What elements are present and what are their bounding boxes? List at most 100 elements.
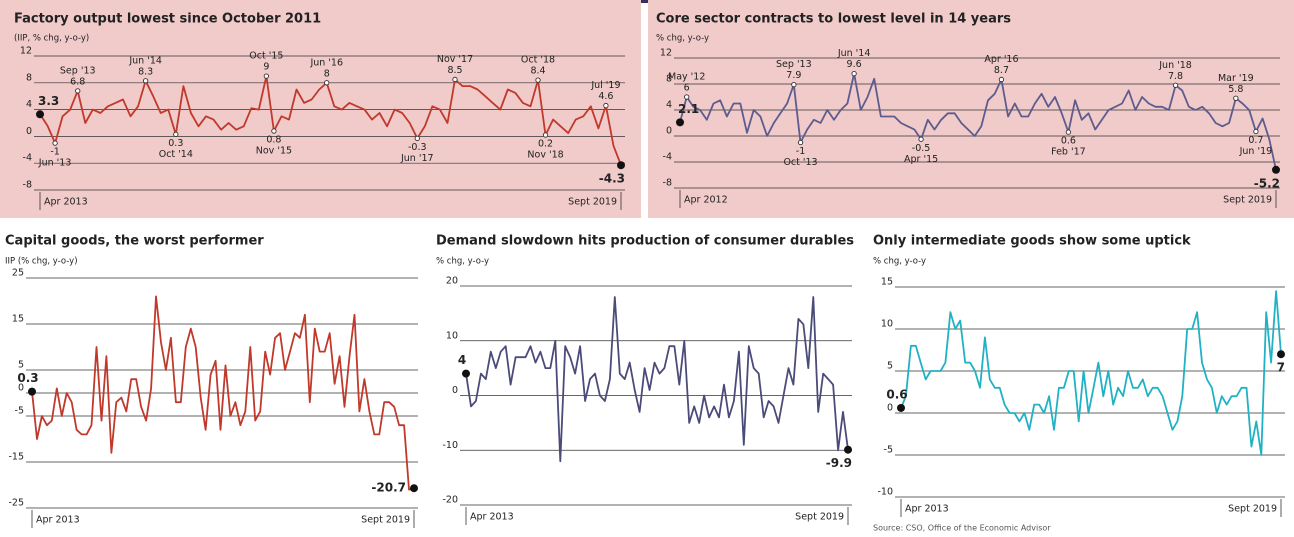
chart-title: Capital goods, the worst performer (5, 234, 264, 249)
top-rule (355, 0, 935, 3)
axis-label: % chg, y-o-y (656, 34, 709, 44)
annotation-date: Apr '16 (984, 54, 1018, 65)
annotation-value: -1 (796, 146, 805, 157)
annotation-date: May '12 (668, 72, 705, 83)
y-tick-label: -4 (663, 152, 672, 163)
end-value-label: -20.7 (371, 481, 406, 495)
annotation-marker (1253, 128, 1259, 135)
end-value-label: -5.2 (1254, 176, 1280, 190)
x-tick-label: Apr 2013 (36, 515, 80, 526)
y-tick-label: -8 (23, 180, 32, 191)
annotation-marker (684, 94, 690, 100)
y-tick-label: -15 (8, 452, 24, 463)
annotation-date: Oct '14 (159, 149, 193, 160)
source-note: Source: CSO, Office of the Economic Advi… (873, 524, 1051, 533)
annotation-value: 8.5 (447, 65, 462, 76)
y-tick-label: 4 (26, 99, 32, 110)
endpoint-dot (28, 387, 36, 396)
annotation-marker (542, 132, 549, 138)
annotation-date: Jun '16 (309, 57, 343, 68)
y-tick-label: -5 (884, 445, 893, 456)
y-tick-label: -20 (442, 495, 458, 506)
annotation-date: Oct '13 (783, 157, 817, 168)
y-tick-label: 8 (26, 72, 32, 83)
chart-title: Factory output lowest since October 2011 (14, 12, 321, 27)
annotation-marker (797, 139, 804, 146)
axis-label: % chg, y-o-y (436, 257, 489, 267)
endpoint-dot (844, 445, 852, 454)
annotation-marker (998, 76, 1005, 83)
annotation-marker (271, 128, 277, 134)
panel-background (0, 0, 641, 218)
y-tick-label: -5 (15, 406, 24, 417)
annotation-value: 9.6 (847, 59, 862, 70)
annotation-value: -1 (50, 147, 59, 158)
y-tick-label: 4 (666, 100, 672, 111)
y-tick-label: -8 (663, 178, 672, 189)
annotation-date: Nov '15 (256, 146, 292, 157)
y-tick-label: 5 (887, 361, 893, 372)
annotation-value: 0.6 (1061, 136, 1076, 147)
y-tick-label: 5 (18, 360, 24, 371)
y-tick-label: 0 (26, 126, 32, 137)
y-tick-label: -10 (877, 487, 893, 498)
y-tick-label: 20 (446, 276, 458, 287)
annotation-date: Jun '14 (837, 48, 871, 59)
annotation-date: Jun '14 (128, 55, 162, 66)
annotation-value: 5.8 (1228, 84, 1243, 95)
annotation-marker (173, 131, 179, 138)
y-tick-label: 0 (452, 385, 458, 396)
series-line (465, 296, 849, 463)
annotation-marker (52, 140, 58, 146)
y-tick-label: -4 (23, 153, 32, 164)
y-tick-label: 0 (887, 403, 893, 414)
annotation-marker (918, 136, 924, 142)
x-tick-label: Apr 2013 (44, 197, 88, 208)
endpoint-dot (410, 484, 418, 493)
chart-title: Demand slowdown hits production of consu… (436, 234, 854, 249)
y-tick-label: -10 (442, 440, 458, 451)
annotation-date: Nov '18 (527, 150, 563, 161)
axis-label: (IIP, % chg, y-o-y) (14, 34, 89, 44)
annotation-value: 0.8 (266, 135, 281, 146)
annotation-value: 8.4 (530, 66, 545, 77)
annotation-date: Nov '17 (437, 54, 473, 65)
x-tick-label: Apr 2013 (905, 504, 949, 515)
y-tick-label: -25 (8, 498, 24, 509)
x-tick-label: Apr 2013 (470, 512, 514, 523)
annotation-date: Jun '18 (1158, 60, 1192, 71)
annotation-date: Jul '19 (590, 80, 620, 91)
annotation-date: Apr '15 (904, 154, 938, 165)
x-tick-label: Sept 2019 (1223, 195, 1272, 206)
x-tick-label: Sept 2019 (1228, 504, 1277, 515)
y-tick-label: 10 (446, 330, 458, 341)
annotation-marker (851, 70, 857, 77)
chart-title: Only intermediate goods show some uptick (873, 234, 1191, 249)
annotation-marker (791, 82, 797, 88)
annotation-marker (414, 135, 420, 142)
annotation-marker (535, 77, 541, 83)
y-tick-label: 0 (666, 126, 672, 137)
annotation-date: Oct '18 (521, 55, 555, 66)
annotation-marker (603, 102, 609, 109)
annotation-date: Mar '19 (1218, 73, 1254, 84)
annotation-date: Feb '17 (1051, 147, 1086, 158)
chart-title: Core sector contracts to lowest level in… (656, 12, 1011, 27)
annotation-value: 7.8 (1168, 71, 1183, 82)
annotation-date: Jun '13 (38, 158, 72, 169)
annotation-value: 8 (324, 68, 330, 79)
annotation-date: Oct '15 (249, 51, 283, 62)
start-value-label: 0.3 (17, 371, 38, 385)
annotation-value: 8.3 (138, 66, 153, 77)
annotation-marker (324, 80, 330, 86)
endpoint-dot (897, 403, 905, 412)
annotation-value: 8.7 (994, 65, 1009, 76)
annotation-value: 0.2 (538, 139, 553, 150)
start-value-label: 4 (458, 353, 466, 367)
annotation-date: Jun '17 (400, 153, 434, 164)
series-line (39, 75, 622, 166)
annotation-value: -0.3 (408, 142, 427, 153)
annotation-value: 0.3 (168, 138, 183, 149)
